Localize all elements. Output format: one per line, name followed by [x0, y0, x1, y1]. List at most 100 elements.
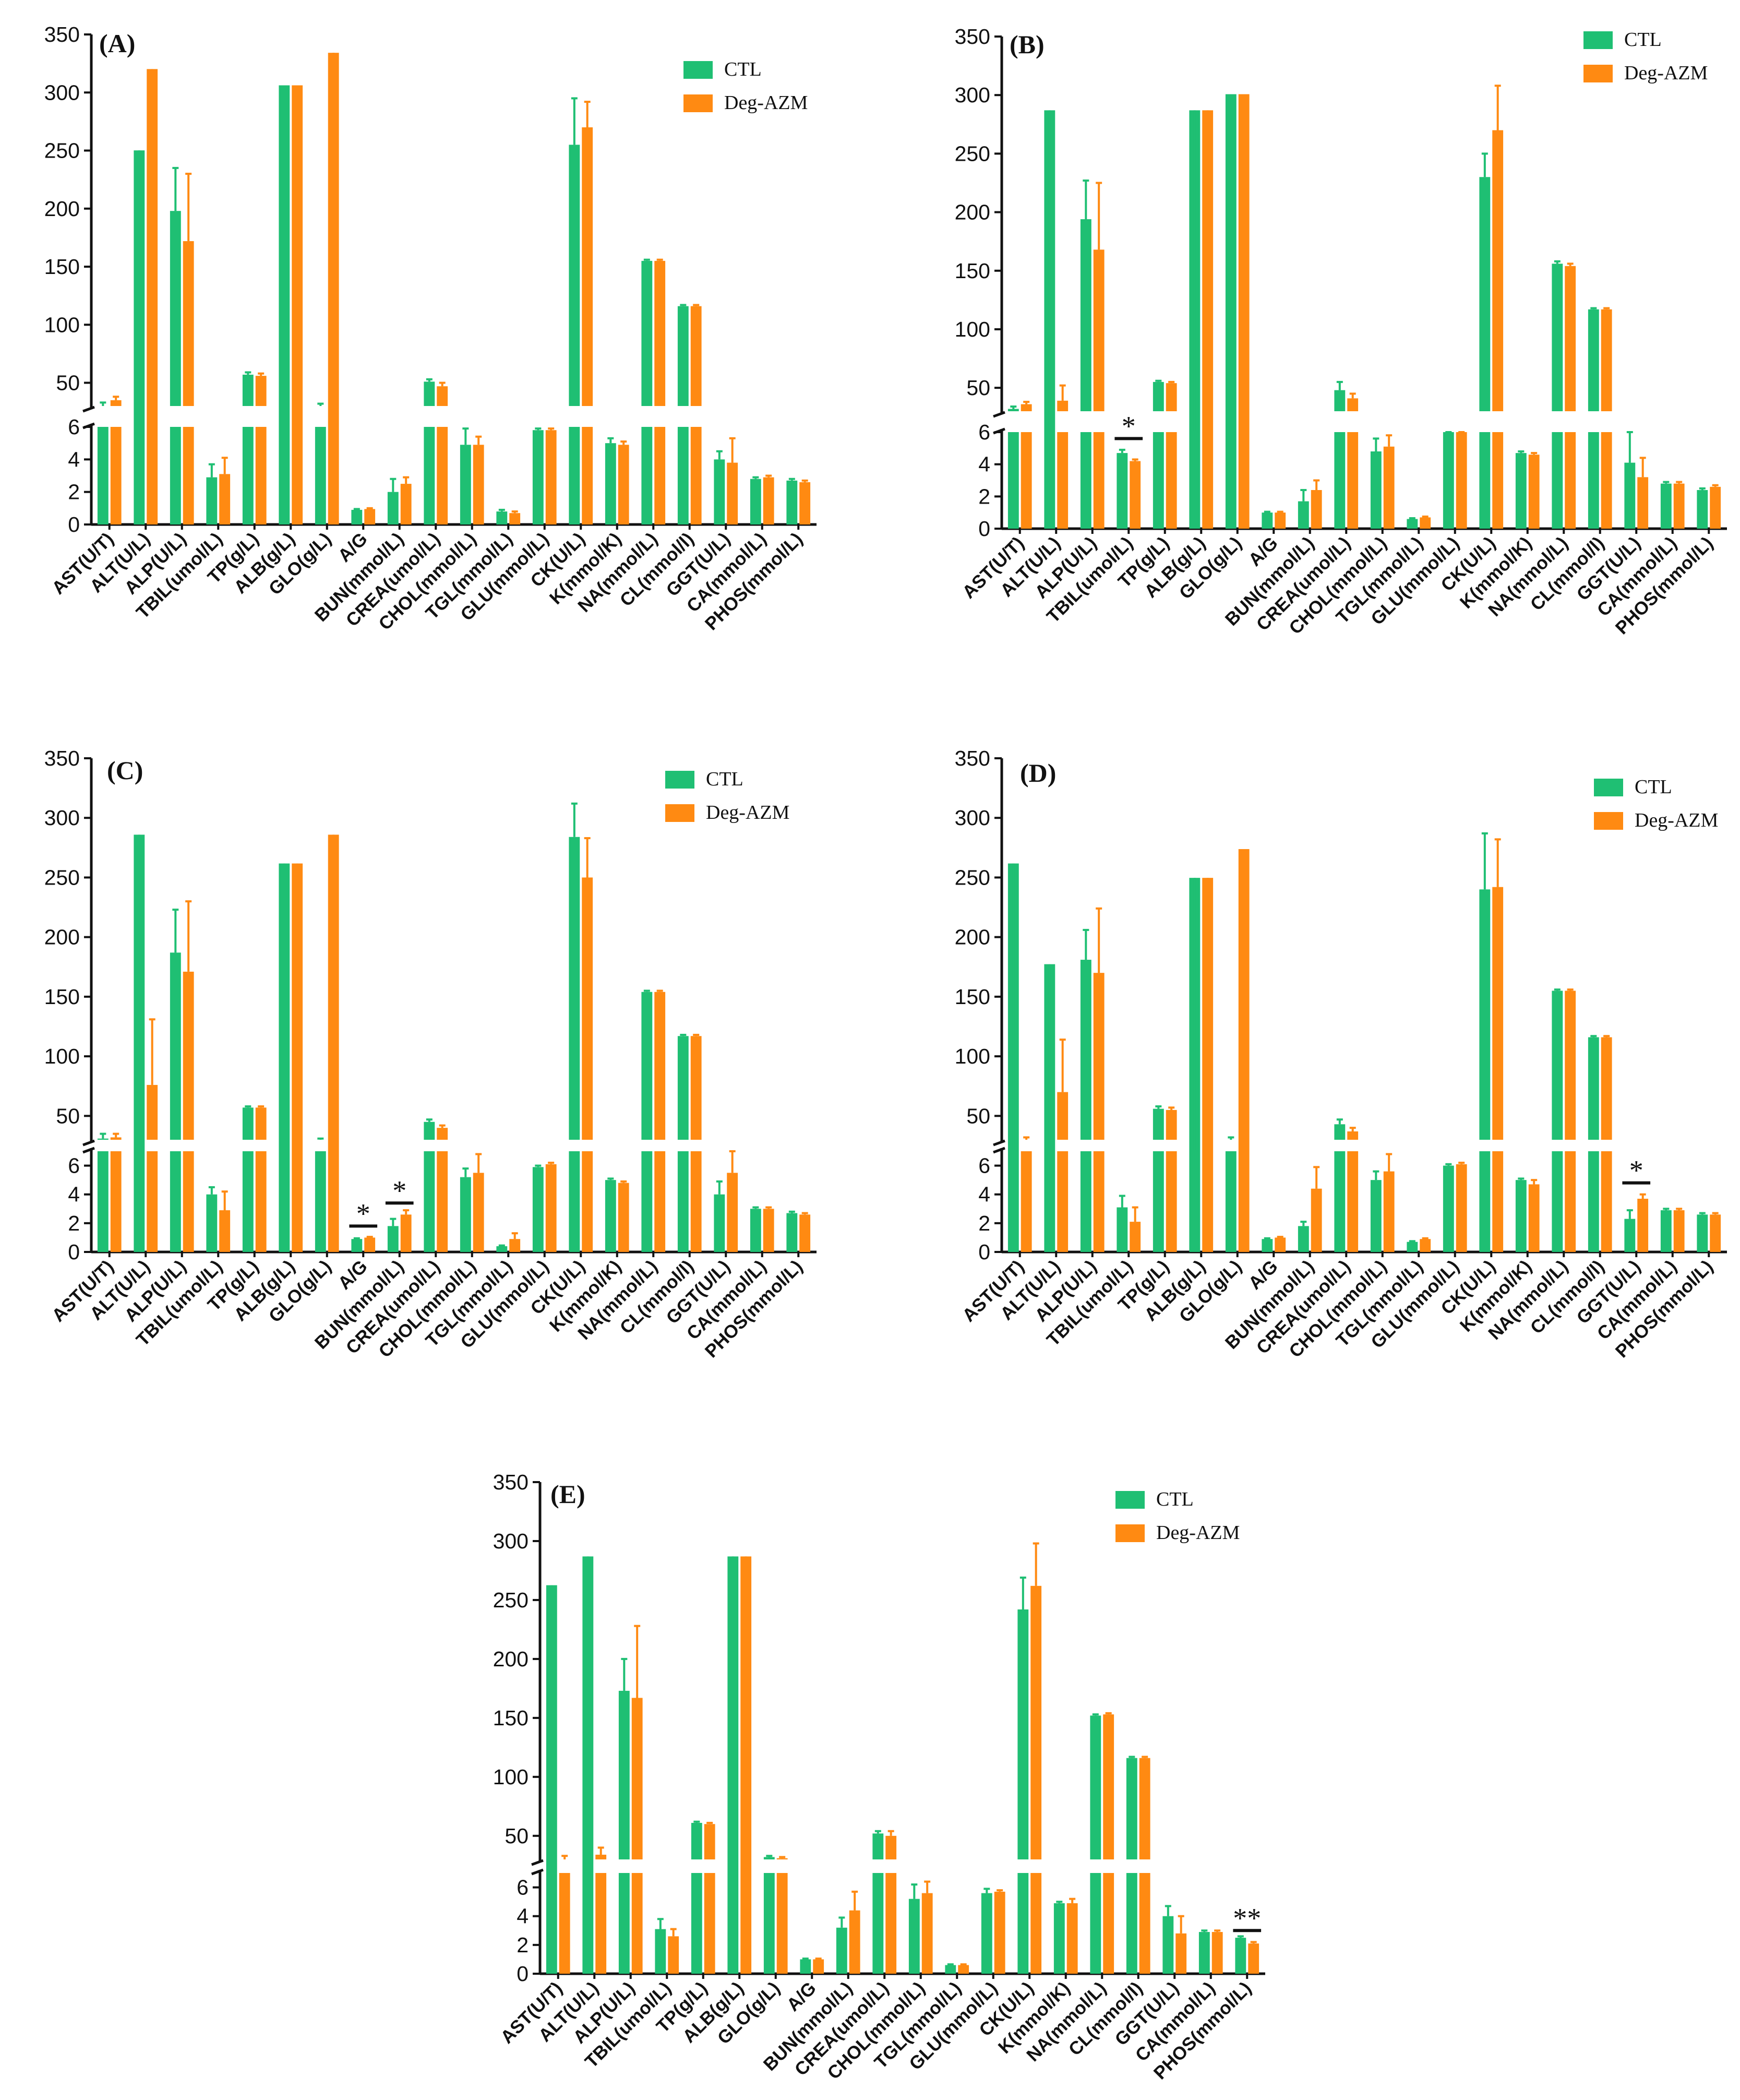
bar-deg-azm: [219, 1210, 231, 1252]
bar-ctl: [1624, 462, 1636, 529]
bar-deg-azm: [1093, 249, 1105, 411]
bar-deg-azm: [1275, 1237, 1286, 1252]
bar-ctl: [714, 1194, 725, 1252]
bar-deg-azm: [255, 376, 267, 406]
bar-ctl-lower-segment: [97, 1151, 109, 1252]
bar-ctl: [97, 1138, 109, 1140]
y-tick-label: 0: [978, 1240, 990, 1264]
bar-ctl-lower-segment: [170, 1151, 181, 1252]
bar-ctl: [1298, 501, 1309, 529]
significance-label: *: [392, 1175, 406, 1206]
y-tick-label: 200: [44, 197, 80, 221]
bar-ctl: [945, 1965, 956, 1974]
bar-deg-azm: [595, 1854, 607, 1859]
bar-deg-azm: [364, 509, 376, 524]
legend-label: CTL: [1624, 29, 1662, 51]
y-tick-label: 200: [44, 925, 80, 949]
bar-ctl: [1262, 1239, 1273, 1252]
chart-panel-d: 501001502002503003500246AST(U/T)ALT(U/L)…: [955, 746, 1727, 1362]
bar-deg-azm-lower-segment: [1601, 1151, 1612, 1252]
y-tick-label: 250: [955, 865, 990, 889]
bar-deg-azm-lower-segment: [255, 1151, 267, 1252]
bar-ctl-lower-segment: [424, 1151, 435, 1252]
y-tick-label: 6: [68, 415, 80, 439]
y-tick-label: 300: [955, 806, 990, 830]
bar-ctl: [1370, 451, 1382, 529]
y-tick-label: 2: [68, 480, 80, 504]
bar-ctl: [1017, 1609, 1029, 1859]
bar-deg-azm-lower-segment: [1093, 1151, 1105, 1252]
bar-ctl: [1153, 1108, 1164, 1140]
bar-deg-azm: [849, 1910, 860, 1974]
bar-deg-azm: [364, 1237, 376, 1252]
bar-deg-azm: [509, 1239, 521, 1252]
bar-ctl: [677, 306, 689, 406]
chart-panel-e: 501001502002503003500246AST(U/T)ALT(U/L)…: [493, 1470, 1265, 2083]
bar-deg-azm: [1601, 309, 1612, 411]
bar-ctl: [1334, 390, 1346, 411]
axis-break-mark: [531, 1859, 544, 1866]
bar-ctl: [1660, 483, 1672, 529]
bar-ctl: [1660, 1210, 1672, 1252]
bar-ctl-lower-segment: [1552, 1151, 1563, 1252]
bar-deg-azm: [1347, 1131, 1359, 1140]
bar-ctl-lower-segment: [1017, 1873, 1029, 1974]
panel-title: (A): [99, 29, 135, 58]
bar-ctl: [800, 1959, 811, 1974]
bar-ctl: [1697, 490, 1708, 529]
bar-ctl: [242, 1107, 254, 1140]
bar-deg-azm: [1130, 1222, 1141, 1252]
y-tick-label: 6: [68, 1154, 80, 1178]
significance-label: *: [1629, 1155, 1643, 1186]
legend-label: CTL: [724, 58, 762, 80]
bar-ctl-lower-segment: [1126, 1873, 1137, 1974]
bar-deg-azm-lower-segment: [110, 1151, 122, 1252]
bar-deg-azm: [1347, 398, 1359, 411]
bar-deg-azm-lower-segment: [582, 1151, 593, 1252]
bar-ctl: [1697, 1214, 1708, 1252]
bar-ctl-lower-segment: [763, 1873, 775, 1974]
bar-ctl: [1552, 991, 1563, 1140]
bar-ctl: [1479, 177, 1491, 411]
legend-swatch-deg-azm: [1583, 65, 1613, 82]
bar-deg-azm: [473, 1173, 484, 1252]
y-tick-label: 100: [493, 1765, 529, 1789]
significance-label: **: [1233, 1902, 1261, 1934]
bar-ctl-lower-segment: [97, 427, 109, 524]
y-tick-label: 350: [493, 1470, 529, 1494]
bar-deg-azm: [631, 1698, 643, 1859]
bar-ctl: [1479, 889, 1491, 1140]
bar-ctl-lower-segment: [1479, 432, 1491, 529]
bar-deg-azm: [509, 513, 521, 524]
y-tick-label: 350: [44, 746, 80, 770]
bar-deg-azm: [1166, 1109, 1177, 1140]
bar-ctl: [496, 1246, 508, 1252]
y-tick-label: 150: [955, 985, 990, 1009]
panel-title: (C): [107, 756, 143, 785]
y-tick-label: 50: [966, 1104, 990, 1128]
bar-deg-azm: [1673, 1210, 1685, 1252]
bar-ctl: [1235, 1938, 1246, 1974]
bar-ctl-lower-segment: [1080, 432, 1091, 529]
y-tick-label: 100: [44, 313, 80, 337]
bar-deg-azm-lower-segment: [595, 1873, 607, 1974]
bar-deg-azm: [582, 127, 593, 406]
bar-ctl-lower-segment: [315, 1151, 326, 1252]
bar-ctl: [1080, 960, 1091, 1140]
bar-deg-azm-lower-segment: [1057, 1151, 1069, 1252]
bar-ctl: [351, 509, 363, 524]
bar-ctl: [908, 1899, 920, 1974]
y-tick-label: 4: [68, 447, 80, 471]
bar-ctl: [170, 952, 181, 1140]
y-tick-label: 6: [978, 420, 990, 444]
legend-label: Deg-AZM: [1156, 1522, 1240, 1544]
y-tick-label: 250: [493, 1588, 529, 1612]
bar-deg-azm: [1492, 130, 1504, 411]
bar-ctl: [872, 1833, 884, 1859]
bar-ctl: [1090, 1715, 1101, 1859]
y-tick-label: 50: [56, 371, 80, 395]
significance-label: *: [1122, 410, 1136, 442]
bar-ctl: [424, 381, 435, 406]
bar-deg-azm: [110, 1137, 122, 1140]
bar-deg-azm-lower-segment: [559, 1873, 570, 1974]
